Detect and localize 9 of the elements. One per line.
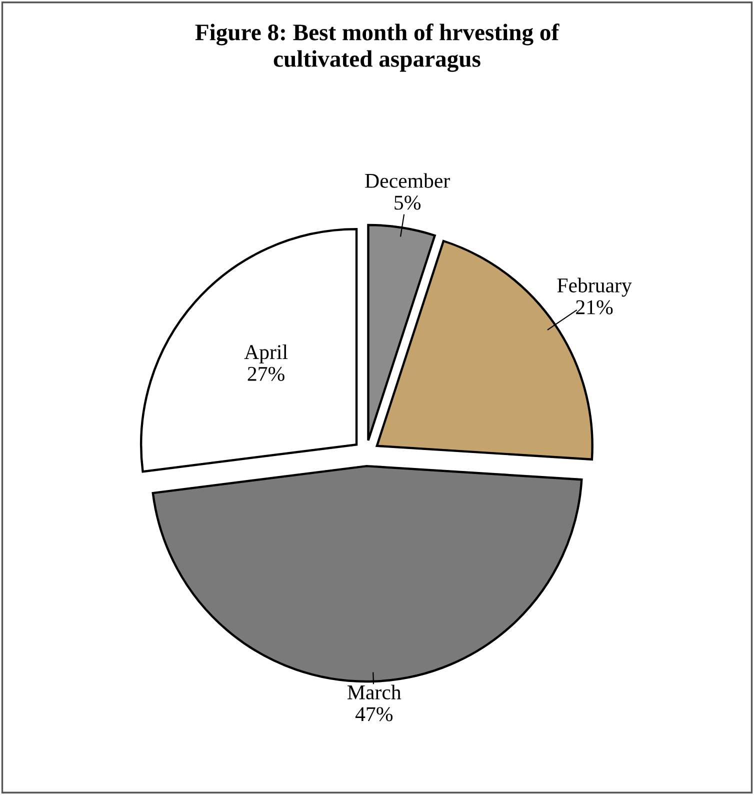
data-label: 27% [248, 366, 284, 381]
slice-label: March [348, 684, 402, 700]
slice-label: February [557, 278, 632, 297]
data-label: 47% [355, 707, 393, 722]
slice-label: April [244, 344, 288, 364]
slice-label: December [365, 173, 450, 188]
data-label: 5% [394, 196, 421, 210]
data-label: 21% [576, 300, 613, 314]
chart-title: Figure 8: Best month of hrvesting of cultivated asparagus [195, 24, 560, 72]
